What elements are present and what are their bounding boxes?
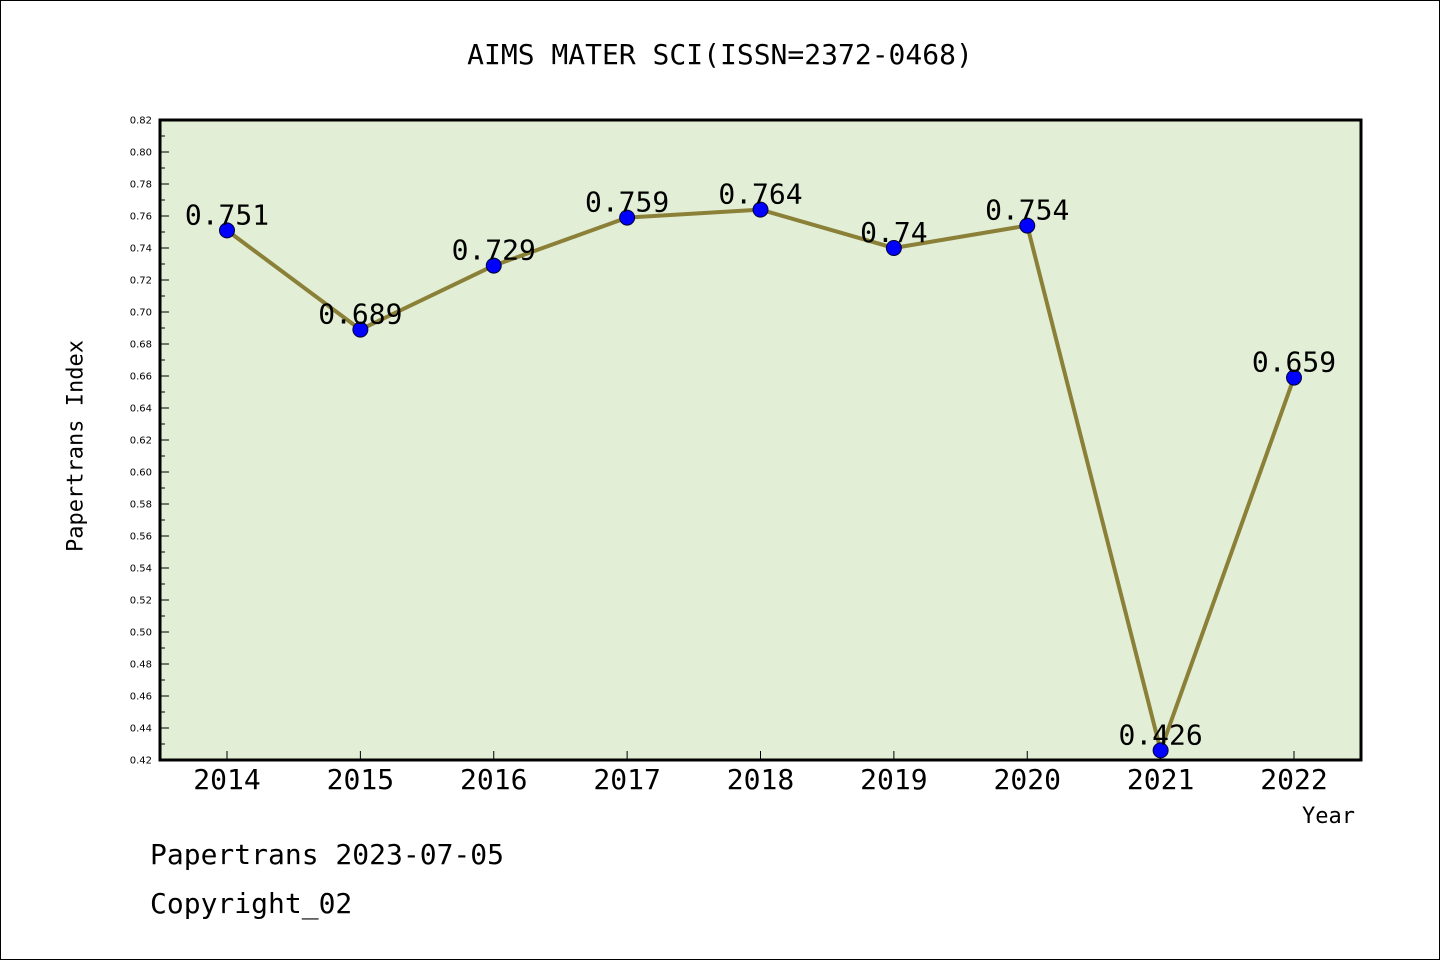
y-tick-label: 0.48 xyxy=(130,660,152,671)
y-tick-label: 0.50 xyxy=(130,628,152,639)
footer-copyright: Copyright_02 xyxy=(150,887,353,920)
x-tick-label: 2014 xyxy=(193,763,260,796)
data-label: 0.729 xyxy=(452,234,536,267)
data-label: 0.74 xyxy=(860,216,927,249)
data-point xyxy=(1152,742,1169,759)
x-tick-label: 2018 xyxy=(727,763,794,796)
data-point xyxy=(885,240,902,256)
data-label: 0.764 xyxy=(718,178,802,211)
y-tick-label: 0.62 xyxy=(130,436,152,447)
footer-date: Papertrans 2023-07-05 xyxy=(150,838,505,871)
x-tick-label: 2016 xyxy=(460,763,527,796)
y-tick-label: 0.66 xyxy=(130,372,152,383)
y-tick-label: 0.80 xyxy=(130,148,152,159)
y-tick-label: 0.52 xyxy=(130,596,152,607)
data-point xyxy=(352,321,369,338)
y-tick-label: 0.64 xyxy=(130,404,152,415)
data-point xyxy=(752,201,769,218)
x-tick-label: 2020 xyxy=(994,763,1061,796)
x-axis-label: Year xyxy=(1302,804,1355,829)
y-tick-label: 0.58 xyxy=(130,500,152,511)
y-tick-label: 0.74 xyxy=(130,244,152,255)
y-tick-label: 0.68 xyxy=(130,340,152,351)
data-point xyxy=(1019,217,1036,234)
data-point xyxy=(219,222,235,239)
x-tick-label: 2022 xyxy=(1260,763,1327,796)
data-label: 0.426 xyxy=(1118,718,1202,751)
x-tick-label: 2017 xyxy=(593,763,660,796)
data-label: 0.689 xyxy=(318,298,402,331)
plot-area xyxy=(160,120,1361,760)
y-tick-label: 0.54 xyxy=(130,564,152,575)
x-tick-label: 2021 xyxy=(1127,763,1194,796)
x-tick-label: 2019 xyxy=(860,763,927,796)
y-tick-label: 0.72 xyxy=(130,276,152,287)
y-tick-label: 0.46 xyxy=(130,692,152,703)
plot-border xyxy=(158,118,1363,762)
y-tick-label: 0.42 xyxy=(130,756,152,767)
data-point xyxy=(1286,369,1302,386)
data-point xyxy=(619,209,636,226)
chart-title: AIMS MATER SCI(ISSN=2372-0468) xyxy=(467,38,973,71)
y-tick-label: 0.44 xyxy=(130,724,152,735)
y-tick-label: 0.82 xyxy=(130,116,152,127)
y-tick-label: 0.78 xyxy=(130,180,152,191)
y-tick-label: 0.76 xyxy=(130,212,152,223)
data-point xyxy=(485,257,502,274)
y-tick-label: 0.70 xyxy=(130,308,152,319)
data-label: 0.751 xyxy=(185,198,269,231)
y-tick-label: 0.60 xyxy=(130,468,152,479)
data-label: 0.759 xyxy=(585,186,669,219)
data-label: 0.659 xyxy=(1252,346,1336,379)
y-tick-label: 0.56 xyxy=(130,532,152,543)
data-label: 0.754 xyxy=(985,194,1069,227)
x-tick-label: 2015 xyxy=(327,763,394,796)
